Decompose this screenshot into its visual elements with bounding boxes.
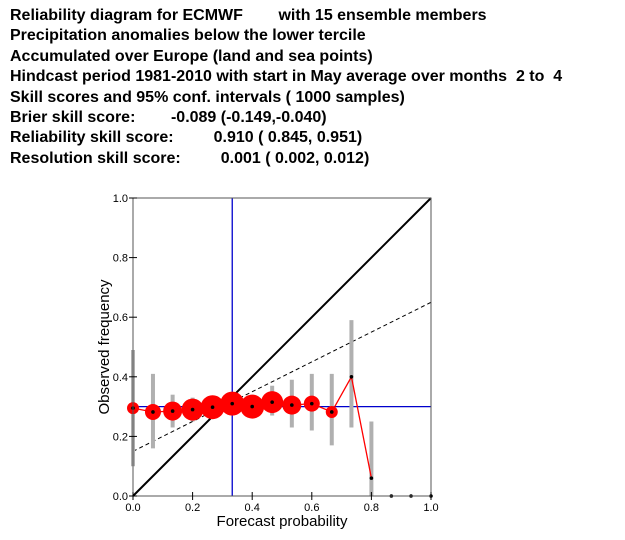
data-point-1 xyxy=(151,410,155,414)
chart-header: Reliability diagram for ECMWF with 15 en… xyxy=(10,6,562,169)
y-axis-label: Observed frequency xyxy=(96,279,113,415)
x-tick-label-5: 1.0 xyxy=(423,502,438,514)
title-line-5: Skill scores and 95% conf. intervals ( 1… xyxy=(10,88,405,106)
y-tick-label-2: 0.4 xyxy=(113,372,128,384)
data-point-4 xyxy=(210,405,215,409)
data-point-10 xyxy=(329,410,334,414)
y-tick-label-0: 0.0 xyxy=(113,491,128,503)
diagonal-line xyxy=(132,197,432,497)
y-tick-label-5: 1.0 xyxy=(113,193,128,205)
y-tick-label-4: 0.8 xyxy=(113,253,128,265)
reliability-skill-score: Reliability skill score: 0.910 ( 0.845, … xyxy=(10,129,363,147)
data-point-3 xyxy=(190,407,195,412)
title-line-2: Precipitation anomalies below the lower … xyxy=(10,27,366,45)
x-tick-label-4: 0.8 xyxy=(364,502,379,514)
x-tick-label-2: 0.4 xyxy=(245,502,260,514)
title-line-4: Hindcast period 1981-2010 with start in … xyxy=(10,68,563,86)
data-point-12 xyxy=(369,476,374,480)
brier-skill-score: Brier skill score: -0.089 (-0.149,-0.040… xyxy=(10,109,327,127)
x-axis-label: Forecast probability xyxy=(217,513,348,530)
plot-frame xyxy=(132,197,432,497)
resolution-skill-score: Resolution skill score: 0.001 ( 0.002, 0… xyxy=(10,149,370,167)
y-tick-label-3: 0.6 xyxy=(113,312,128,324)
data-point-2 xyxy=(170,409,175,413)
data-point-7 xyxy=(270,400,274,404)
title-line-3: Accumulated over Europe (land and sea po… xyxy=(10,47,373,65)
x-tick-label-3: 0.6 xyxy=(304,502,319,514)
data-point-8 xyxy=(290,403,294,407)
title-line-1: Reliability diagram for ECMWF with 15 en… xyxy=(10,7,487,24)
y-tick-label-1: 0.2 xyxy=(113,431,128,443)
chart-axes: 0.0 0.2 0.4 0.6 0.8 1.0 0.0 0.2 0.4 0.6 0.8 1.0 xyxy=(113,193,439,514)
data-point-6 xyxy=(250,404,254,409)
data-point-9 xyxy=(310,401,314,406)
data-point-11 xyxy=(349,375,354,379)
data-point-5 xyxy=(230,401,235,406)
x-tick-label-0: 0.0 xyxy=(125,502,140,514)
x-tick-label-1: 0.2 xyxy=(185,502,200,514)
